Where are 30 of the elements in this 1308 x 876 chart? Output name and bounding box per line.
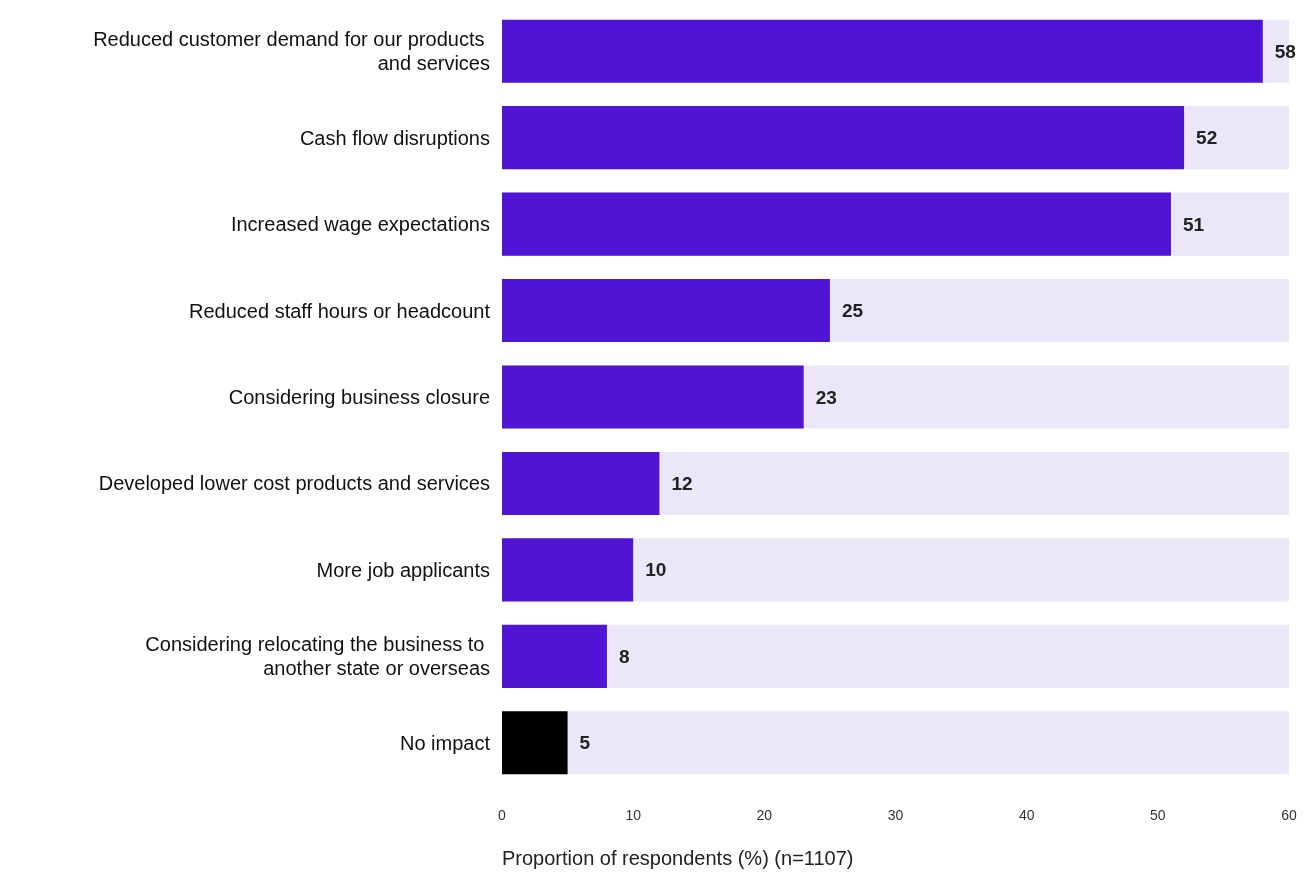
bar — [502, 451, 660, 515]
data-label: 12 — [671, 472, 693, 494]
data-label: 25 — [841, 300, 864, 322]
x-tick-label: 0 — [498, 807, 507, 823]
y-tick-label: More job applicants — [316, 558, 490, 581]
y-tick-label: No impact — [399, 731, 491, 754]
data-label: 8 — [618, 645, 630, 667]
bar — [502, 538, 634, 602]
x-tick-label: 20 — [756, 807, 773, 823]
data-label: 10 — [645, 559, 667, 581]
x-axis-title: Proportion of respondents (%) (n=1107) — [502, 847, 854, 869]
y-tick-label: Cash flow disruptions — [299, 126, 490, 149]
x-tick-label: 30 — [887, 807, 904, 823]
y-tick-label: Reduced customer demand for our products and services — [93, 28, 490, 75]
y-tick-label: Increased wage expectations — [230, 213, 490, 236]
x-tick-label: 10 — [625, 807, 642, 823]
y-tick-label: Developed lower cost products and services — [98, 472, 490, 495]
x-tick-label: 40 — [1018, 807, 1035, 823]
data-label: 51 — [1182, 213, 1205, 235]
data-label: 23 — [815, 386, 837, 408]
y-tick-label: Considering relocating the business to another state or overseas — [145, 633, 490, 680]
data-label: 5 — [579, 732, 591, 754]
data-label: 58 — [1274, 40, 1296, 62]
x-tick-label: 50 — [1150, 807, 1166, 823]
y-tick-label: Reduced staff hours or headcount — [189, 299, 491, 322]
y-tick-label: Considering business closure — [228, 386, 490, 408]
data-label: 52 — [1196, 127, 1218, 149]
bar — [502, 711, 568, 775]
bar — [502, 624, 607, 688]
x-tick-label: 60 — [1281, 807, 1297, 823]
